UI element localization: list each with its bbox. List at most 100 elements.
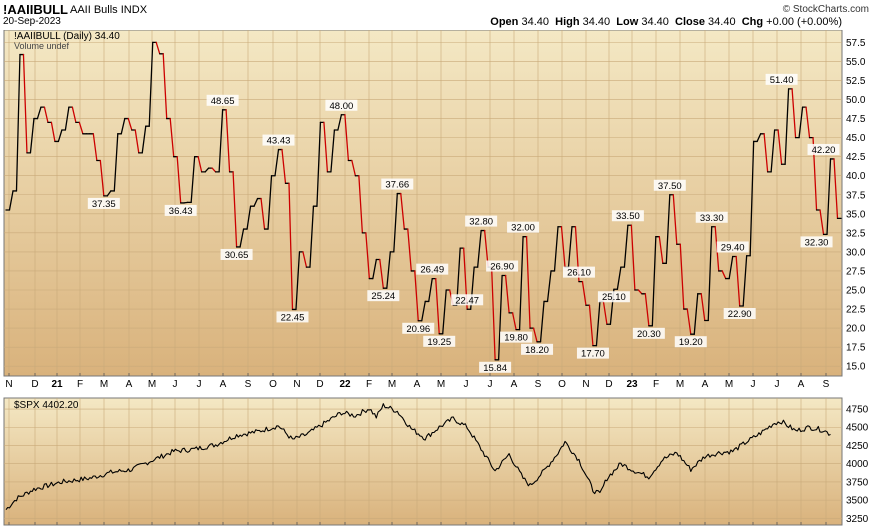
aaii-line-segment (211, 167, 217, 173)
aaii-line-segment (700, 293, 706, 322)
annotation-box (611, 210, 644, 222)
aaii-line-segment (274, 148, 280, 177)
aaii-line-segment (679, 243, 685, 310)
aaii-line-segment (616, 266, 622, 290)
aaii-line-segment (225, 109, 231, 173)
annotation-label: 22.90 (728, 309, 752, 320)
aaii-line-segment (532, 327, 538, 343)
annotation-label: 19.80 (504, 333, 528, 344)
aaii-line-segment (490, 266, 496, 361)
aaii-x-tick-label: A (414, 379, 421, 390)
aaii-line-segment (539, 300, 545, 343)
aaii-x-tick-label: J (197, 379, 202, 390)
annotation-label: 19.20 (679, 337, 703, 348)
annotation-label: 51.40 (770, 75, 794, 86)
aaii-line-segment (50, 121, 56, 143)
aaii-line-segment (281, 148, 287, 184)
annotation-label: 18.20 (525, 345, 549, 356)
aaii-line-segment (518, 236, 524, 331)
aaii-line-segment (295, 251, 301, 311)
ohlc-readout: Open 34.40 High 34.40 Low 34.40 Close 34… (490, 16, 842, 28)
aaii-line-segment (57, 129, 63, 143)
aaii-x-tick-label: N (293, 379, 300, 390)
aaii-line-segment (784, 88, 790, 165)
aaii-line-segment (29, 117, 35, 154)
aaii-line-segment (798, 106, 804, 139)
high-label: High (555, 16, 580, 28)
aaii-line-segment (302, 251, 308, 268)
aaii-line-segment (777, 129, 783, 165)
aaii-line-segment (763, 133, 769, 173)
spx-y-axis: 3250 3500 3750 4000 4250 4500 4750 (846, 405, 869, 525)
annotation-label: 48.00 (330, 101, 354, 112)
annotation-box (416, 263, 449, 275)
aaii-y-tick-label: 27.5 (846, 266, 866, 277)
aaii-line-segment (344, 114, 350, 162)
aaii-y-tick-label: 42.5 (846, 152, 866, 163)
annotation-label: 42.20 (812, 145, 836, 156)
aaii-x-tick-label: 21 (51, 379, 63, 390)
aaii-line-segment (497, 274, 503, 361)
aaii-line-segment (253, 197, 259, 207)
aaii-line-segment (546, 270, 552, 303)
aaii-line-segment (260, 197, 266, 230)
aaii-y-tick-label: 35.0 (846, 209, 866, 220)
aaii-y-tick-label: 17.5 (846, 343, 866, 354)
aaii-line-segment (511, 312, 517, 331)
copyright-text: © StockCharts.com (782, 4, 869, 15)
aaii-line-segment (393, 192, 398, 253)
aaii-x-tick-label: A (220, 379, 227, 390)
aaii-y-axis: 15.0 17.5 20.0 22.5 25.0 27.5 30.0 32.5 35.0 37.5… (846, 38, 866, 373)
annotation-label: 15.84 (483, 363, 507, 374)
spx-y-tick-label: 3500 (846, 496, 869, 507)
aaii-y-tick-label: 45.0 (846, 133, 866, 144)
aaii-y-tick-label: 47.5 (846, 114, 866, 125)
annotation-box (716, 241, 749, 253)
annotation-label: 48.65 (211, 96, 235, 107)
annotation-label: 19.25 (427, 337, 451, 348)
annotation-label: 32.30 (805, 237, 829, 248)
aaii-line-segment (833, 158, 839, 220)
annotation-box (367, 290, 400, 302)
aaii-line-segment (686, 308, 692, 335)
aaii-line-segment (581, 280, 587, 306)
aaii-x-tick-label: S (823, 379, 830, 390)
change-label: Chg (741, 16, 764, 28)
aaii-line-segment (204, 167, 210, 173)
aaii-line-segment (651, 236, 657, 327)
aaii-line-segment (477, 229, 482, 268)
aaii-line-segment (141, 125, 147, 154)
spx-y-tick-label: 4750 (846, 405, 869, 416)
annotation-box (500, 331, 533, 343)
aaii-line-segment (190, 156, 196, 204)
aaii-line-segment (819, 209, 825, 236)
aaii-line-segment (672, 194, 678, 245)
change-value: +0.00 (+0.00%) (766, 16, 842, 28)
low-value: 34.40 (641, 16, 669, 28)
aaii-x-tick-label: O (269, 379, 277, 390)
aaii-line-segment (169, 117, 175, 158)
annotation-label: 17.70 (581, 349, 605, 360)
aaii-legend-title: !AAIIBULL (Daily) 34.40 (14, 31, 120, 42)
open-label: Open (490, 16, 519, 28)
aaii-line-segment (8, 190, 14, 211)
aaii-line-segment (246, 205, 252, 230)
aaii-line-segment (442, 289, 447, 335)
aaii-line-segment (658, 236, 664, 264)
annotation-label: 43.43 (267, 136, 291, 147)
spx-panel-background (3, 397, 843, 526)
aaii-line-segment (665, 194, 671, 264)
annotation-box (653, 179, 686, 191)
close-label: Close (675, 16, 705, 28)
aaii-panel-background (3, 30, 843, 377)
aaii-x-tick-label: O (558, 379, 566, 390)
spx-y-tick-label: 3250 (846, 514, 869, 525)
aaii-gridlines (4, 30, 842, 376)
annotation-label: 22.47 (455, 295, 479, 306)
aaii-x-tick-label: A (798, 379, 805, 390)
annotation-label: 37.35 (92, 199, 116, 210)
aaii-y-tick-label: 52.5 (846, 76, 866, 87)
aaii-line-segment (742, 255, 748, 307)
annotation-box (164, 204, 197, 216)
symbol-description: AAII Bulls INDX (70, 4, 147, 16)
